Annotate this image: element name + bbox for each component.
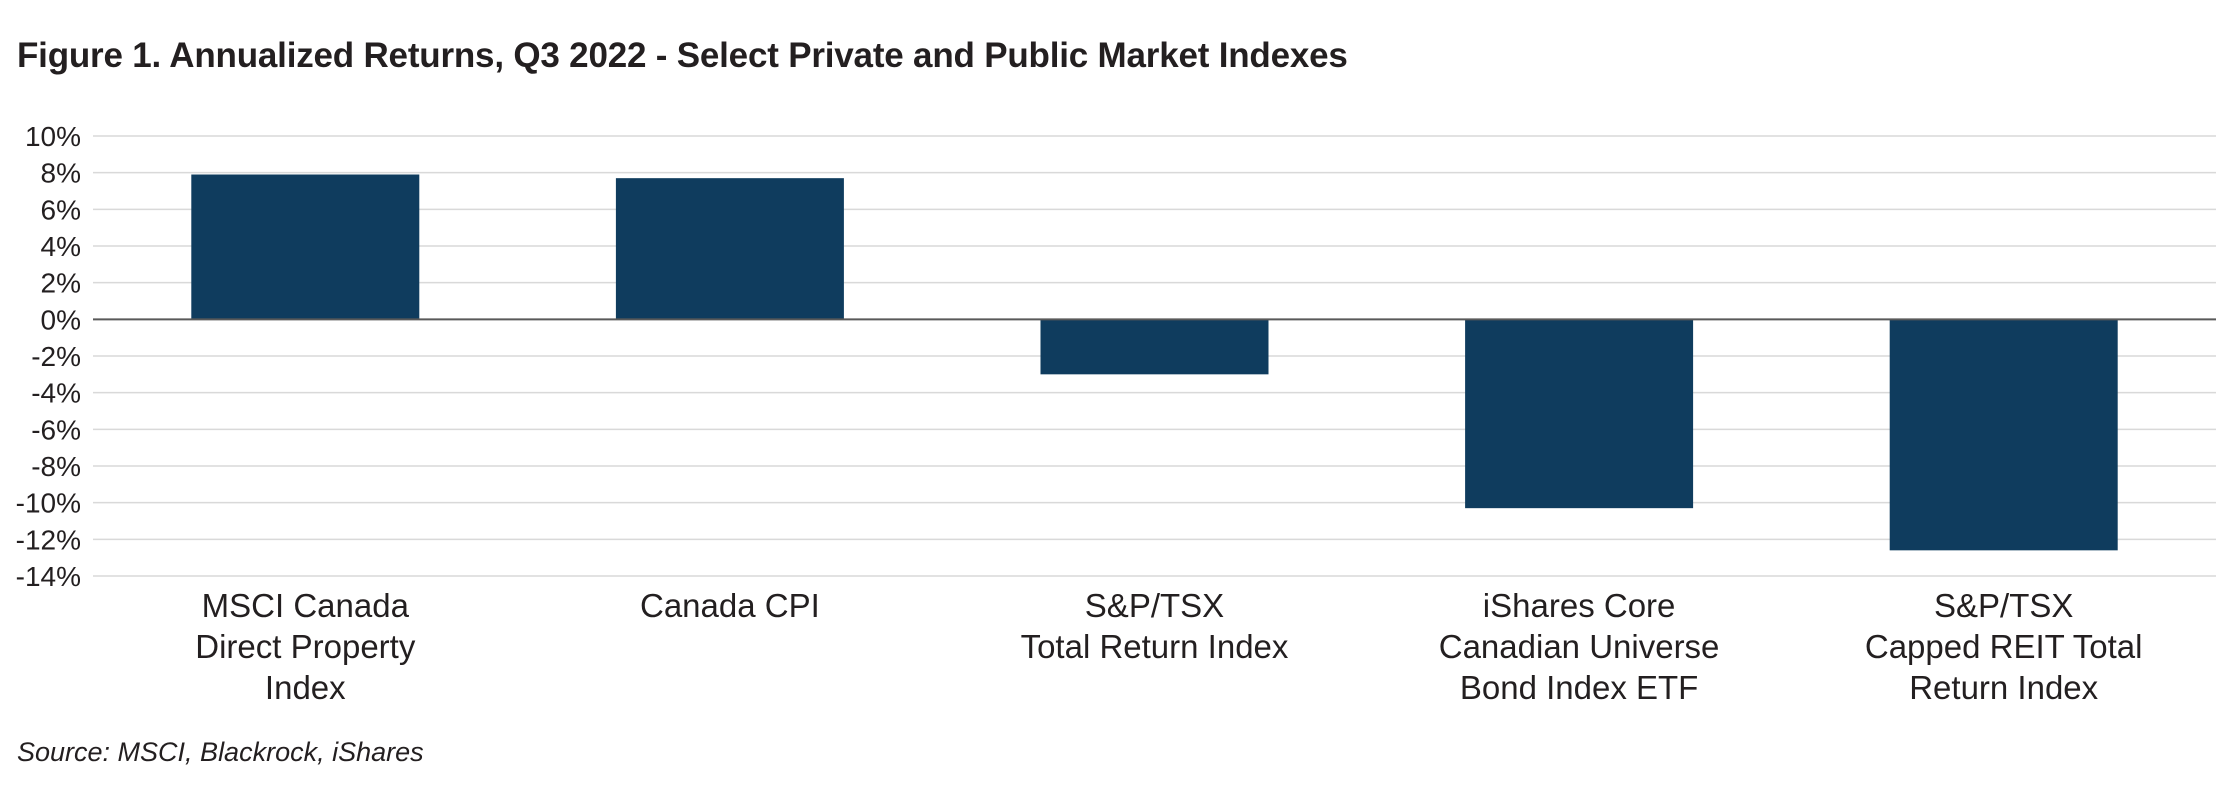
- bar: [191, 174, 420, 320]
- bar: [615, 178, 844, 320]
- y-tick-label: -2%: [31, 341, 81, 372]
- x-category-label-line: Index: [265, 669, 346, 706]
- y-tick-label: 4%: [41, 231, 81, 262]
- y-axis-tick-labels: 10% 8% 6% 4% 2% 0% -2% -4% -6% -8% -10% -12% -14%: [16, 121, 81, 592]
- x-category-label: S&P/TSX Capped REIT Total Return Index: [1865, 587, 2143, 706]
- x-category-label: MSCI Canada Direct Property Index: [195, 587, 416, 706]
- source-note: Source: MSCI, Blackrock, iShares: [17, 737, 424, 767]
- gridlines: [93, 135, 2216, 577]
- x-category-label-line: Direct Property: [195, 628, 416, 665]
- x-category-label-line: Capped REIT Total: [1865, 628, 2143, 665]
- x-category-label-line: Canadian Universe: [1439, 628, 1720, 665]
- x-category-label: Canada CPI: [640, 587, 820, 624]
- y-tick-label: 0%: [41, 304, 81, 335]
- y-tick-label: -12%: [16, 524, 81, 555]
- x-category-label-line: MSCI Canada: [202, 587, 410, 624]
- bars: [191, 174, 2118, 551]
- x-category-label: S&P/TSX Total Return Index: [1021, 587, 1289, 665]
- x-category-label-line: Return Index: [1909, 669, 2098, 706]
- bar: [1040, 319, 1269, 375]
- x-category-label: iShares Core Canadian Universe Bond Index …: [1439, 587, 1720, 706]
- y-tick-label: 6%: [41, 194, 81, 225]
- x-axis-category-labels: MSCI Canada Direct Property Index Canada CP…: [195, 587, 2142, 706]
- bar: [1465, 319, 1694, 509]
- y-tick-label: -8%: [31, 451, 81, 482]
- x-category-label-line: Bond Index ETF: [1460, 669, 1698, 706]
- x-category-label-line: Canada CPI: [640, 587, 820, 624]
- x-category-label-line: S&P/TSX: [1934, 587, 2073, 624]
- y-tick-label: -10%: [16, 488, 81, 519]
- bar: [1889, 319, 2118, 551]
- x-category-label-line: S&P/TSX: [1085, 587, 1224, 624]
- y-tick-label: -14%: [16, 561, 81, 592]
- y-tick-label: -6%: [31, 414, 81, 445]
- chart-title: Figure 1. Annualized Returns, Q3 2022 - …: [17, 36, 1348, 75]
- y-tick-label: 8%: [41, 158, 81, 189]
- x-category-label-line: iShares Core: [1483, 587, 1676, 624]
- y-tick-label: 2%: [41, 268, 81, 299]
- y-tick-label: -4%: [31, 378, 81, 409]
- y-tick-label: 10%: [25, 121, 81, 152]
- x-category-label-line: Total Return Index: [1021, 628, 1289, 665]
